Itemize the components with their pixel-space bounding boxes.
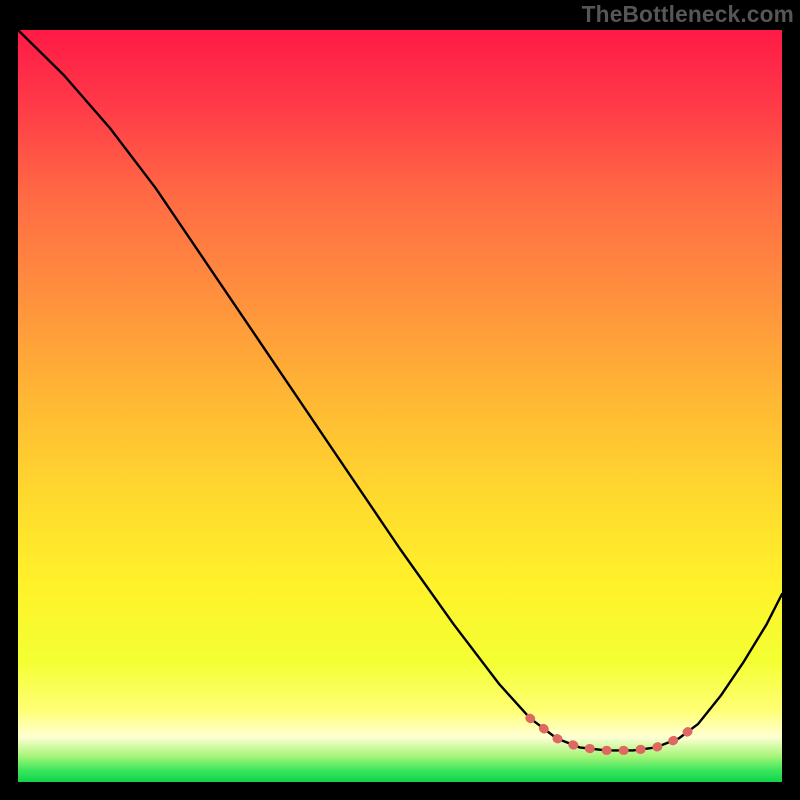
gradient-plot-area (18, 30, 782, 782)
source-label: TheBottleneck.com (582, 0, 794, 28)
bottleneck-chart (0, 0, 800, 800)
chart-stage: TheBottleneck.com (0, 0, 800, 800)
